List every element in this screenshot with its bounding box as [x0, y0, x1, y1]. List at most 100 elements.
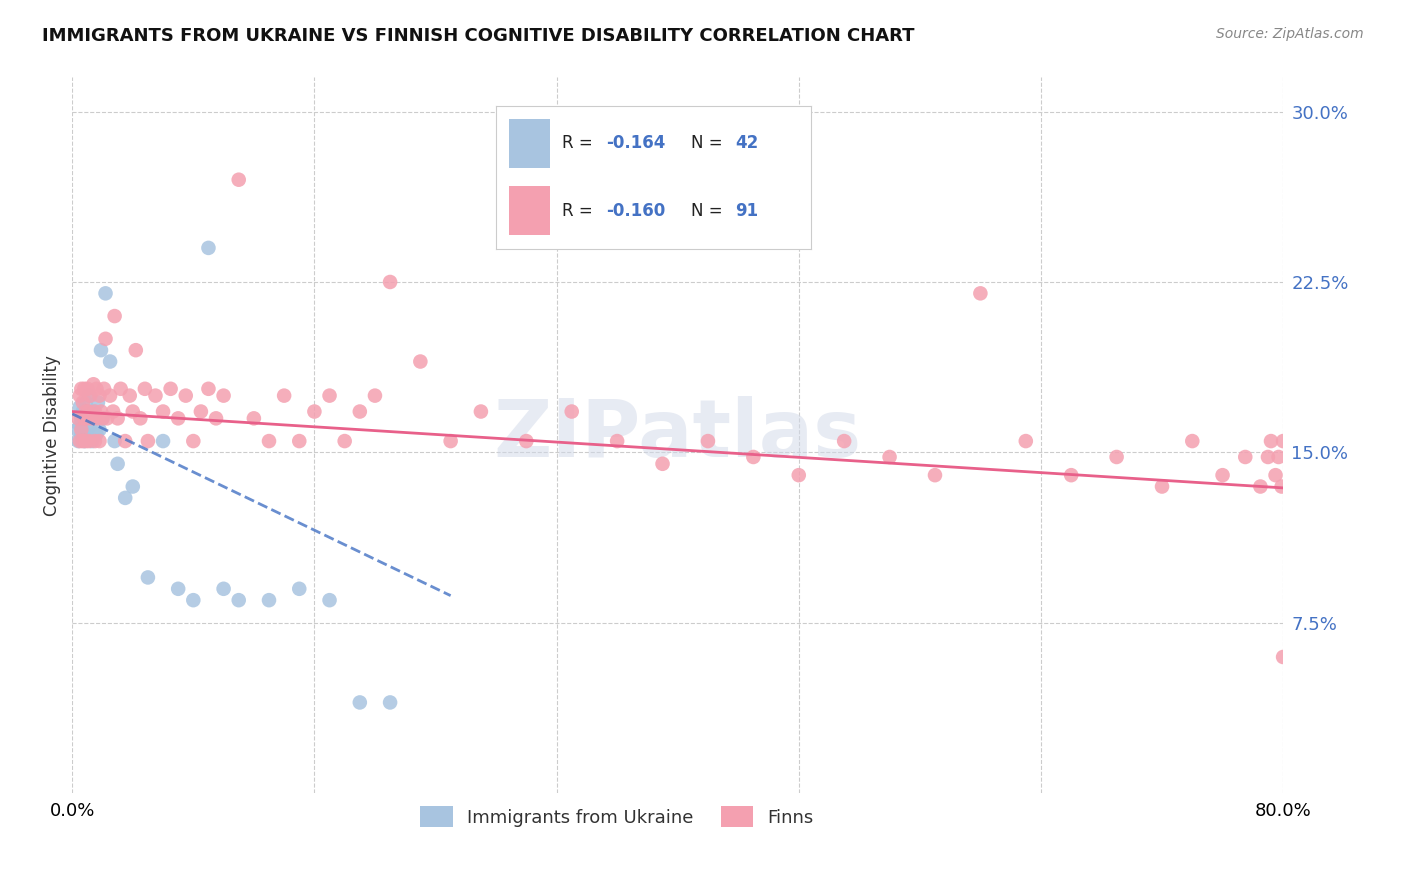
Point: [79, 389, 101, 403]
Point: [114, 491, 136, 505]
Point: [96, 411, 118, 425]
Point: [73, 382, 96, 396]
Point: [152, 404, 174, 418]
Point: [98, 389, 121, 403]
Point: [90, 404, 112, 418]
Point: [136, 434, 159, 448]
Point: [69, 434, 91, 448]
Point: [80, 434, 103, 448]
Point: [77, 389, 100, 403]
Point: [76, 423, 98, 437]
Point: [89, 423, 111, 437]
Point: [70, 423, 93, 437]
Point: [924, 468, 946, 483]
Point: [969, 286, 991, 301]
Point: [76, 382, 98, 396]
Point: [82, 377, 104, 392]
Point: [110, 382, 132, 396]
Point: [378, 275, 401, 289]
Point: [91, 411, 114, 425]
Point: [304, 404, 326, 418]
Point: [288, 582, 311, 596]
Point: [1105, 450, 1128, 464]
Point: [515, 434, 537, 448]
Point: [84, 434, 107, 448]
Point: [318, 389, 340, 403]
Point: [1264, 468, 1286, 483]
Point: [159, 382, 181, 396]
Point: [91, 411, 114, 425]
Point: [98, 354, 121, 368]
Point: [72, 423, 94, 437]
Point: [1257, 450, 1279, 464]
Point: [73, 434, 96, 448]
Point: [1015, 434, 1038, 448]
Point: [67, 434, 90, 448]
Point: [228, 172, 250, 186]
Point: [69, 418, 91, 433]
Point: [561, 404, 583, 418]
Point: [1060, 468, 1083, 483]
Point: [152, 434, 174, 448]
Point: [75, 395, 97, 409]
Point: [94, 286, 117, 301]
Point: [72, 434, 94, 448]
Point: [101, 404, 124, 418]
Point: [228, 593, 250, 607]
Point: [104, 434, 127, 448]
Point: [1271, 479, 1294, 493]
Point: [1181, 434, 1204, 448]
Point: [76, 404, 98, 418]
Point: [72, 404, 94, 418]
Point: [104, 309, 127, 323]
Point: [94, 332, 117, 346]
Point: [349, 695, 371, 709]
Point: [67, 411, 90, 425]
Point: [167, 582, 190, 596]
Point: [212, 389, 235, 403]
Point: [1272, 650, 1295, 665]
Point: [288, 434, 311, 448]
Point: [72, 395, 94, 409]
Point: [1267, 450, 1289, 464]
Point: [107, 411, 129, 425]
Point: [76, 411, 98, 425]
Text: IMMIGRANTS FROM UKRAINE VS FINNISH COGNITIVE DISABILITY CORRELATION CHART: IMMIGRANTS FROM UKRAINE VS FINNISH COGNI…: [42, 27, 915, 45]
Point: [205, 411, 228, 425]
Point: [440, 434, 463, 448]
Point: [1234, 450, 1257, 464]
Point: [174, 389, 197, 403]
Point: [75, 427, 97, 442]
Point: [89, 434, 111, 448]
Point: [378, 695, 401, 709]
Point: [409, 354, 432, 368]
Point: [77, 404, 100, 418]
Point: [79, 418, 101, 433]
Point: [145, 389, 167, 403]
Point: [73, 411, 96, 425]
Point: [333, 434, 356, 448]
Point: [197, 382, 219, 396]
Point: [197, 241, 219, 255]
Point: [879, 450, 901, 464]
Point: [66, 423, 89, 437]
Point: [86, 427, 108, 442]
Point: [181, 593, 204, 607]
Point: [86, 382, 108, 396]
Text: ZIPatlas: ZIPatlas: [494, 396, 862, 475]
Text: Source: ZipAtlas.com: Source: ZipAtlas.com: [1216, 27, 1364, 41]
Point: [181, 434, 204, 448]
Point: [87, 411, 110, 425]
Point: [1260, 434, 1282, 448]
Point: [70, 382, 93, 396]
Point: [212, 582, 235, 596]
Y-axis label: Cognitive Disability: Cognitive Disability: [44, 355, 60, 516]
Point: [167, 411, 190, 425]
Point: [129, 411, 152, 425]
Point: [80, 411, 103, 425]
Point: [69, 400, 91, 414]
Point: [75, 404, 97, 418]
Point: [787, 468, 810, 483]
Point: [832, 434, 855, 448]
Point: [349, 404, 371, 418]
